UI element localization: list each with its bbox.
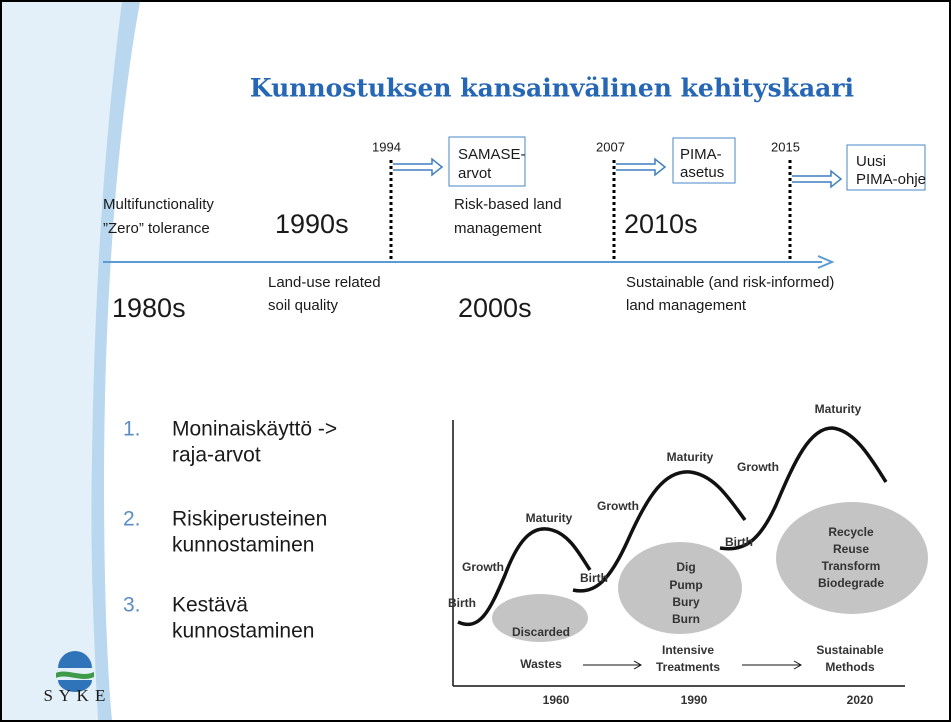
method-label: Intensive [662,643,714,657]
list-text: Riskiperusteinen [172,508,327,531]
decade: 2010s [624,209,698,239]
milestone-label: arvot [458,165,492,182]
list-number: 2. [123,508,141,531]
era-description: Sustainable (and risk-informed) [626,274,834,291]
era-description: management [454,220,542,237]
cloud-label: Bury [672,595,700,609]
era-description: Risk-based land [454,196,562,213]
figure-label: Maturity [667,450,714,464]
figure-label: Birth [725,535,753,549]
list-text: Kestävä [172,594,248,617]
figure-label: Growth [597,499,639,513]
method-label: Wastes [520,657,562,671]
cloud-label: Recycle [828,525,874,539]
cloud-label: Biodegrade [818,576,884,590]
cloud-label: Transform [822,559,881,573]
milestone-label: asetus [680,164,724,181]
list-text: raja-arvot [172,444,261,467]
figure-label: Maturity [526,511,573,525]
milestone-year: 2015 [771,139,800,154]
slide: Kunnostuksen kansainvälinen kehityskaari… [0,0,951,722]
milestone-label: Uusi [856,153,886,170]
milestone-year: 2007 [596,139,625,154]
figure-label: Growth [462,560,504,574]
decade: 1990s [275,209,349,239]
slide-title: Kunnostuksen kansainvälinen kehityskaari [250,74,854,103]
cloud-label: Reuse [833,542,869,556]
method-label: Methods [825,660,875,674]
figure-label: Maturity [815,402,862,416]
era-description: Land-use related [268,274,381,291]
cloud [776,502,928,614]
milestone-year: 1994 [372,139,401,154]
list-text: kunnostaminen [172,534,314,557]
era-description: ”Zero” tolerance [103,220,210,237]
milestone-label: PIMA- [680,146,722,163]
milestone-label: PIMA-ohje [856,171,926,188]
cloud-label: Burn [672,612,700,626]
list-text: Moninaiskäyttö -> [172,418,337,441]
figure-label: Birth [580,571,608,585]
figure-year: 2020 [847,693,874,707]
cloud-label: Discarded [512,625,570,639]
cloud-label: Dig [676,560,695,574]
decade: 1980s [112,293,186,323]
list-number: 1. [123,418,141,441]
era-description: Multifunctionality [103,196,214,213]
figure-label: Growth [737,460,779,474]
milestone-label: SAMASE- [458,146,526,163]
list-number: 3. [123,594,141,617]
method-label: Treatments [656,660,720,674]
list-text: kunnostaminen [172,620,314,643]
era-description: land management [626,297,747,314]
figure-label: Birth [448,596,476,610]
era-description: soil quality [268,297,339,314]
decade: 2000s [458,293,532,323]
cloud-label: Pump [669,578,702,592]
figure-year: 1960 [543,693,570,707]
slide-frame [1,1,950,721]
method-label: Sustainable [816,643,884,657]
figure-year: 1990 [681,693,708,707]
logo-text: S Y K E [44,686,107,705]
